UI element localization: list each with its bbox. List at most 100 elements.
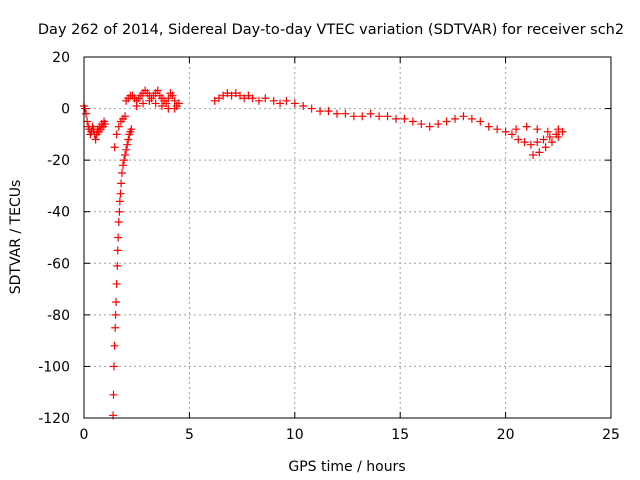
data-point	[526, 140, 535, 149]
data-point	[114, 122, 123, 131]
data-point	[507, 130, 516, 139]
data-point	[349, 112, 358, 121]
data-point	[120, 156, 129, 165]
data-point	[112, 297, 121, 306]
data-point	[124, 135, 133, 144]
data-point	[109, 390, 118, 399]
data-point	[554, 132, 563, 141]
data-point	[514, 135, 523, 144]
data-point	[82, 109, 91, 118]
data-point	[522, 122, 531, 131]
data-point	[157, 101, 166, 110]
data-point	[168, 91, 177, 100]
data-point	[114, 233, 123, 242]
x-tick-label: 25	[602, 427, 620, 443]
data-point	[554, 125, 563, 134]
data-point	[391, 114, 400, 123]
grid	[84, 57, 611, 418]
data-point	[113, 261, 122, 270]
y-tick-label: -100	[38, 359, 70, 375]
data-point	[111, 310, 120, 319]
data-point	[127, 125, 136, 134]
y-axis-label: SDTVAR / TECUs	[8, 180, 24, 295]
data-point	[467, 114, 476, 123]
data-point	[110, 143, 119, 152]
data-point	[408, 117, 417, 126]
data-point	[434, 120, 443, 129]
x-tick-label: 10	[286, 427, 304, 443]
data-point	[170, 96, 179, 105]
data-point	[110, 341, 119, 350]
data-point	[459, 112, 468, 121]
data-point	[484, 122, 493, 131]
y-tick-label: -120	[38, 411, 70, 427]
data-point	[299, 101, 308, 110]
data-point	[109, 362, 118, 371]
data-point	[533, 125, 542, 134]
x-tick-label: 5	[185, 427, 194, 443]
data-point	[123, 140, 132, 149]
data-point	[282, 96, 291, 105]
data-point	[118, 161, 127, 170]
data-point	[122, 145, 131, 154]
data-point	[276, 99, 285, 108]
data-point	[400, 114, 409, 123]
data-point	[81, 104, 90, 113]
data-point	[145, 96, 154, 105]
data-point	[254, 96, 263, 105]
data-point	[543, 127, 552, 136]
data-point	[112, 279, 121, 288]
data-point	[210, 96, 219, 105]
data-point	[248, 94, 257, 103]
data-point	[269, 96, 278, 105]
data-point	[545, 132, 554, 141]
axis-ticks	[83, 56, 612, 419]
data-point	[512, 125, 521, 134]
data-point	[240, 94, 249, 103]
data-point	[214, 94, 223, 103]
data-point	[91, 135, 100, 144]
data-point	[332, 109, 341, 118]
data-point	[539, 135, 548, 144]
data-point	[139, 99, 148, 108]
data-point	[307, 104, 316, 113]
data-point	[366, 109, 375, 118]
y-tick-label: 20	[52, 50, 70, 66]
data-point	[476, 117, 485, 126]
data-point	[231, 89, 240, 98]
data-point	[358, 112, 367, 121]
data-point	[533, 138, 542, 147]
data-point	[558, 127, 567, 136]
data-point	[451, 114, 460, 123]
data-point	[153, 86, 162, 95]
data-point	[174, 99, 183, 108]
data-point	[115, 207, 124, 216]
data-point	[425, 122, 434, 131]
x-tick-label: 15	[391, 427, 409, 443]
data-point	[116, 189, 125, 198]
tick-labels: 0 5 10 15 20 25 20 0 -20 -40 -60 -80 -100 -120	[38, 50, 620, 443]
data-point	[493, 125, 502, 134]
data-point	[219, 91, 228, 100]
data-point	[341, 109, 350, 118]
data-point	[501, 127, 510, 136]
data-point	[547, 138, 556, 147]
data-point	[529, 150, 538, 159]
data-point	[324, 107, 333, 116]
data-point	[442, 117, 451, 126]
data-point	[261, 94, 270, 103]
data-point	[520, 138, 529, 147]
data-point	[132, 101, 141, 110]
data-point	[383, 112, 392, 121]
y-tick-label: -60	[47, 256, 70, 272]
data-point	[117, 169, 126, 178]
data-point	[227, 91, 236, 100]
chart-title: Day 262 of 2014, Sidereal Day-to-day VTE…	[38, 22, 624, 38]
data-point	[114, 218, 123, 227]
data-point	[162, 99, 171, 108]
data-point	[244, 91, 253, 100]
data-point	[164, 94, 173, 103]
data-point	[115, 197, 124, 206]
data-point	[113, 246, 122, 255]
